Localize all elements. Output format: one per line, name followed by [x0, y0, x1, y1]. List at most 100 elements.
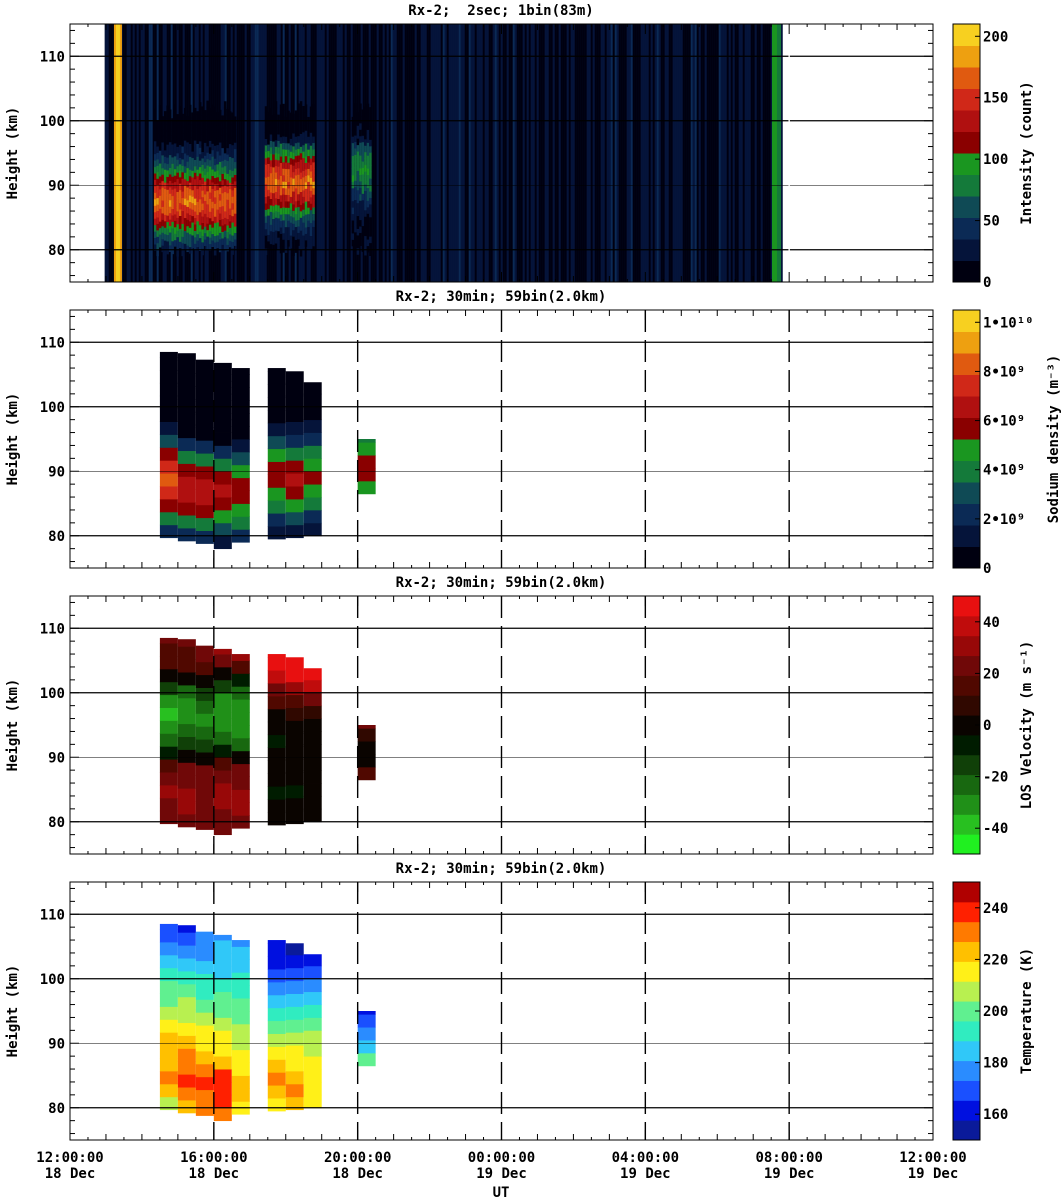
signal-cell [302, 144, 305, 152]
noise-stripe [430, 24, 433, 282]
signal-cell [304, 233, 308, 241]
signal-cell [206, 242, 209, 250]
data-cell [159, 707, 178, 721]
signal-cell [158, 234, 162, 241]
signal-cell [274, 191, 278, 199]
signal-cell [163, 201, 167, 209]
signal-cell [272, 128, 275, 136]
noise-stripe [452, 24, 455, 282]
colorbar-tick-label: 200 [983, 29, 1008, 45]
signal-cell [213, 235, 217, 243]
data-cell [213, 1004, 232, 1018]
signal-cell [163, 175, 167, 183]
signal-cell [211, 233, 214, 241]
colorbar-frame [952, 309, 981, 569]
signal-cell [186, 167, 189, 175]
signal-cell [203, 226, 207, 234]
noise-stripe [572, 24, 575, 282]
colorbar-tick-label: 40 [983, 615, 1000, 631]
signal-cell [299, 249, 303, 257]
signal-cell [354, 102, 357, 110]
signal-cell [231, 241, 234, 249]
data-cell [267, 526, 286, 540]
signal-cell [309, 171, 313, 178]
signal-cell [302, 222, 305, 230]
signal-cell [351, 239, 355, 247]
noise-stripe [716, 24, 719, 282]
signal-cell [221, 147, 224, 155]
noise-stripe [566, 24, 569, 282]
signal-cell [201, 248, 204, 256]
signal-cell [274, 159, 278, 167]
signal-cell [277, 211, 280, 219]
signal-cell [163, 227, 167, 235]
data-cell [285, 993, 304, 1007]
signal-cell [196, 207, 199, 215]
noise-stripe [712, 24, 715, 282]
y-tick-label: 110 [40, 907, 65, 923]
signal-cell [264, 157, 268, 165]
noise-stripe [726, 24, 729, 282]
colorbar-tick-label: 240 [983, 901, 1008, 917]
signal-cell [158, 208, 162, 216]
noise-stripe [598, 24, 601, 282]
colorbar-segment [953, 961, 980, 982]
signal-cell [188, 149, 192, 157]
noise-stripe [440, 24, 443, 282]
colorbar-segment [953, 331, 980, 354]
signal-cell [206, 229, 209, 237]
signal-cell [292, 171, 295, 179]
signal-cell [211, 156, 214, 164]
signal-cell [168, 167, 172, 175]
signal-cell [364, 151, 367, 159]
signal-cell [223, 101, 227, 109]
signal-cell [361, 199, 365, 207]
signal-cell [196, 182, 199, 190]
noise-stripe [412, 24, 415, 282]
signal-cell [289, 235, 293, 243]
signal-cell [201, 177, 204, 185]
noise-stripe [472, 24, 475, 282]
colorbar-tick-label: 200 [983, 1004, 1008, 1020]
signal-cell [178, 150, 182, 158]
signal-cell [206, 145, 209, 153]
signal-cell [191, 215, 194, 223]
signal-cell [231, 164, 234, 172]
y-tick-label: 110 [40, 49, 65, 65]
signal-cell [203, 123, 207, 130]
signal-cell [231, 228, 234, 236]
signal-cell [233, 168, 237, 175]
data-cell [213, 1107, 232, 1122]
signal-cell [211, 194, 214, 202]
signal-cell [201, 170, 204, 178]
signal-cell [279, 168, 283, 176]
colorbar-segment [953, 310, 980, 332]
signal-cell [226, 128, 229, 136]
data-cell [285, 668, 304, 683]
data-cell [303, 679, 322, 694]
colorbar-tick-label: 4•10⁹ [983, 463, 1025, 479]
data-cell [159, 720, 178, 734]
signal-cell [264, 125, 268, 133]
signal-cell [203, 200, 207, 208]
signal-cell [168, 244, 172, 252]
data-cell [195, 674, 214, 688]
signal-cell [282, 155, 285, 163]
signal-cell [309, 241, 313, 249]
data-cell [267, 474, 286, 488]
colorbar-segment [953, 1100, 980, 1121]
signal-cell [312, 239, 315, 247]
signal-cell [302, 235, 305, 242]
signal-cell [269, 153, 273, 161]
signal-cell [198, 166, 202, 174]
noise-stripe [750, 24, 753, 282]
signal-cell [171, 137, 174, 145]
signal-cell [208, 224, 212, 232]
noise-stripe [638, 24, 641, 282]
signal-cell [354, 141, 357, 149]
signal-cell [364, 229, 367, 237]
signal-cell [166, 195, 169, 203]
signal-cell [206, 197, 209, 205]
data-cell [357, 728, 376, 742]
signal-cell [351, 174, 355, 182]
